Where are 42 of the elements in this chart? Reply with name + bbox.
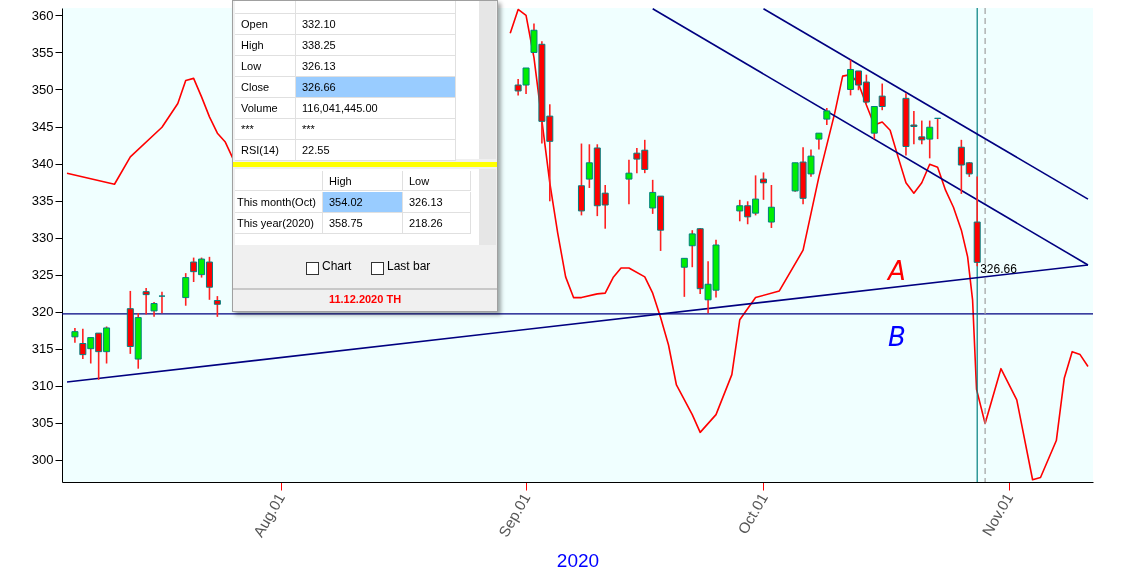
y-tick-label: 305	[31, 415, 54, 431]
annotation: Low	[235, 56, 296, 77]
annotation: Volume	[235, 98, 296, 119]
y-tick-label: 310	[31, 378, 54, 394]
annotation: Close	[235, 77, 296, 98]
annotation: Chart	[322, 259, 352, 273]
y-tick-label: 315	[31, 341, 54, 357]
x-axis-title: 2020	[556, 549, 600, 571]
annotation: This year(2020)	[235, 213, 323, 234]
annotation: 218.26	[403, 213, 471, 234]
y-tick-label: 340	[31, 156, 54, 172]
annotation: 116,041,445.00	[296, 98, 456, 119]
annotation: B	[888, 322, 906, 352]
annotation: RSI(14)	[235, 140, 296, 161]
y-tick-label: 300	[31, 452, 54, 468]
annotation: 326.13	[296, 56, 456, 77]
annotation: A	[888, 256, 906, 286]
annotation: 326.13	[403, 192, 471, 213]
annotation: This month(Oct)	[235, 192, 323, 213]
y-tick-label: 350	[31, 81, 54, 97]
annotation: 22.55	[296, 140, 456, 161]
annotation: Last bar	[387, 259, 431, 273]
annotation: 326.66	[980, 262, 1018, 277]
annotation: ***	[235, 119, 296, 140]
y-tick-label: 320	[31, 304, 54, 320]
annotation: Open	[235, 14, 296, 35]
annotation: 332.10	[296, 14, 456, 35]
annotation: ***	[296, 119, 456, 140]
annotation: 354.02	[323, 192, 403, 213]
annotation: 326.66	[296, 77, 456, 98]
y-tick-label: 325	[31, 267, 54, 283]
annotation: 11.12.2020 TH	[327, 293, 403, 305]
annotation: 358.75	[323, 213, 403, 234]
y-tick-label: 360	[31, 7, 54, 23]
y-tick-label: 335	[31, 193, 54, 209]
y-tick-label: 355	[31, 44, 54, 60]
y-tick-label: 345	[31, 119, 54, 134]
y-tick-label: 330	[31, 230, 54, 246]
annotation: Low	[403, 171, 471, 191]
annotation: High	[235, 35, 296, 56]
annotation: 338.25	[296, 35, 456, 56]
annotation: High	[323, 171, 403, 191]
